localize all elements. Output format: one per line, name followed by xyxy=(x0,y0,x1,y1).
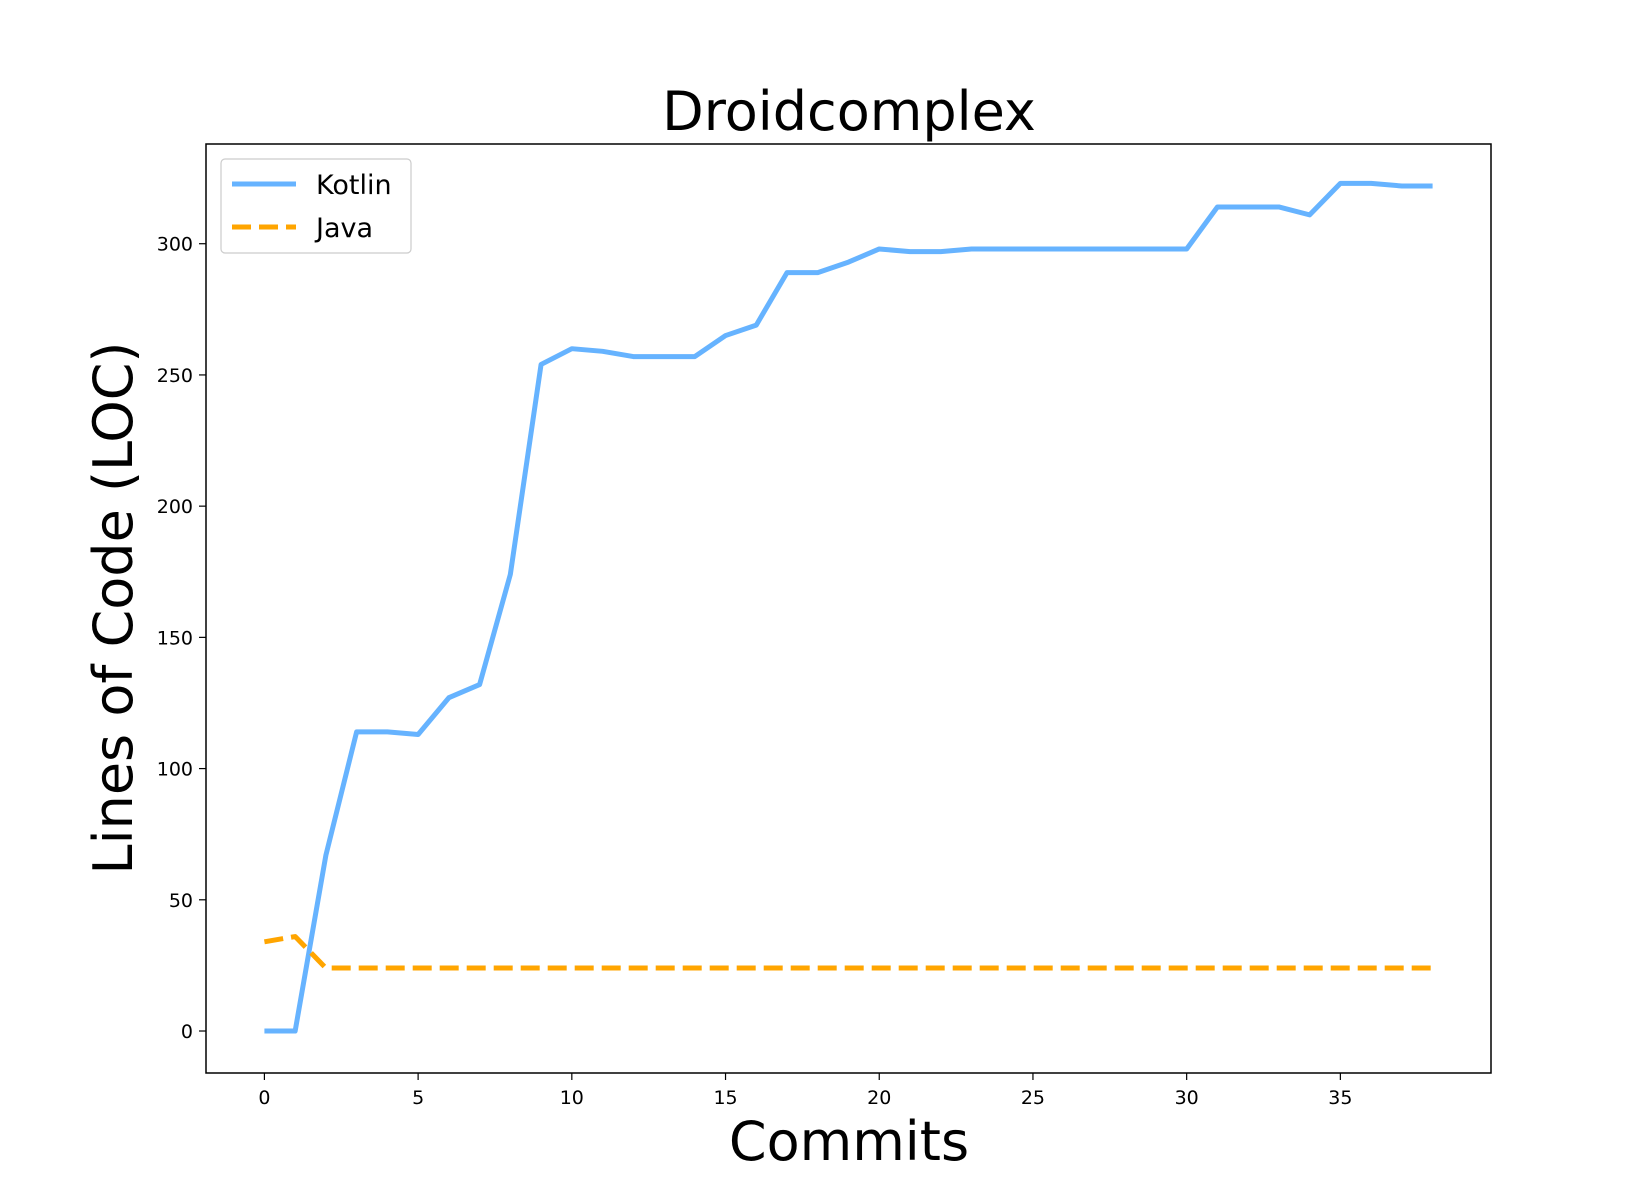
legend-kotlin-label: Kotlin xyxy=(316,170,392,201)
legend: Kotlin Java xyxy=(220,158,412,254)
legend-java-label: Java xyxy=(314,213,373,244)
x-tick-label: 20 xyxy=(867,1087,891,1109)
x-tick-label: 0 xyxy=(258,1087,270,1109)
series-layer xyxy=(263,180,1433,1034)
y-tick-label: 200 xyxy=(157,496,193,518)
y-tick-label: 50 xyxy=(169,890,193,912)
series-line-kotlin xyxy=(264,180,1433,1034)
y-tick-label: 0 xyxy=(181,1021,193,1043)
x-tick-label: 35 xyxy=(1328,1087,1352,1109)
y-tick-label: 150 xyxy=(157,627,193,649)
plot-area xyxy=(205,143,1492,1074)
x-tick-label: 30 xyxy=(1175,1087,1199,1109)
x-tick-label: 15 xyxy=(713,1087,737,1109)
y-tick-label: 100 xyxy=(157,759,193,781)
y-tick-label: 250 xyxy=(157,365,193,387)
x-tick-label: 10 xyxy=(560,1087,584,1109)
x-tick-label: 25 xyxy=(1021,1087,1045,1109)
y-tick-label: 300 xyxy=(157,234,193,256)
series-line-java xyxy=(263,934,1433,971)
plot-frame xyxy=(205,143,1492,1074)
chart-title: Droidcomplex xyxy=(662,80,1036,143)
x-tick-label: 5 xyxy=(412,1087,424,1109)
x-axis-label: Commits xyxy=(729,1110,969,1173)
y-axis-label: Lines of Code (LOC) xyxy=(82,342,145,875)
y-axis-ticks: 0 50 100 150 200 250 300 xyxy=(157,234,206,1043)
x-axis-ticks: 0 5 10 15 20 25 30 35 xyxy=(258,1073,1352,1109)
plot-background xyxy=(206,144,1491,1073)
